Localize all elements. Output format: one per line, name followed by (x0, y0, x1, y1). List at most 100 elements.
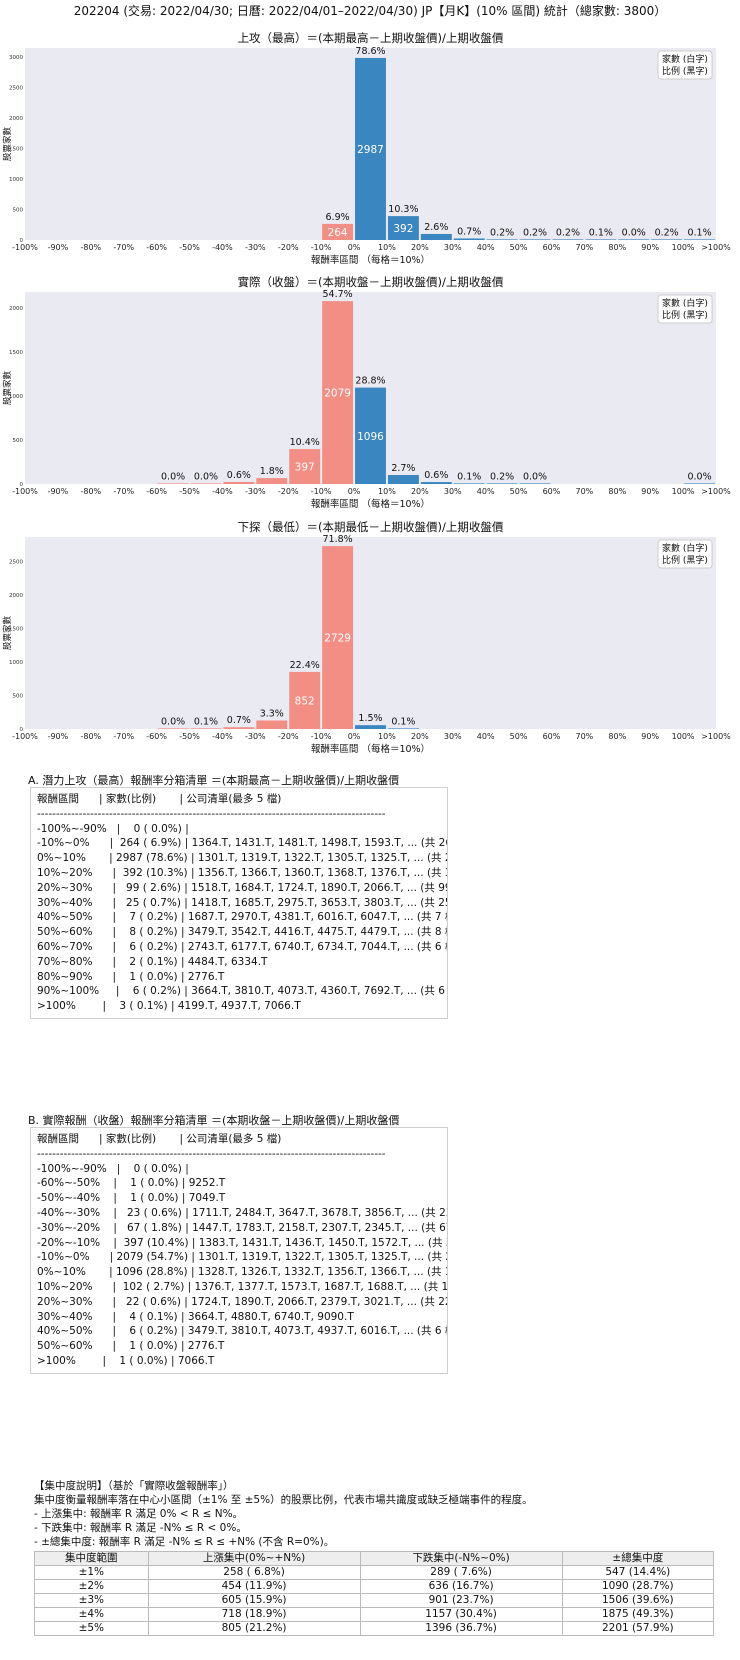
y-tick-label: 0 (20, 238, 24, 244)
bar (355, 57, 386, 240)
x-tick-label: -60% (146, 243, 167, 252)
bar-count-label: 264 (328, 227, 348, 239)
y-tick-label: 1000 (9, 177, 23, 183)
x-tick-label: 20% (411, 732, 429, 741)
legend-entry: 比例 (黑字) (662, 309, 708, 321)
bar (387, 216, 419, 240)
list-line: 20%~30% | 99 ( 2.6%) | 1518.T, 1684.T, 1… (37, 881, 448, 894)
list-line: 70%~80% | 2 ( 0.1%) | 4484.T, 6334.T (37, 955, 268, 968)
bar (289, 671, 321, 729)
bar (355, 387, 386, 484)
bar (453, 238, 485, 240)
bar-pct-label: 10.4% (290, 437, 320, 448)
section-a-title: A. 潛力上攻（最高）報酬率分箱清單 ＝(本期最高－上期收盤價)/上期收盤價 (28, 774, 400, 787)
list-line: 50%~60% | 1 ( 0.0%) | 2776.T (37, 1340, 225, 1353)
chart-actual-close: 實際（收盤）＝(本期收盤－上期收盤價)/上期收盤價 0 500 1000 1500 200… (2, 275, 731, 510)
x-tick-label: 90% (641, 243, 659, 252)
section-b-title: B. 實際報酬（收盤）報酬率分箱清單 ＝(本期收盤－上期收盤價)/上期收盤價 (28, 1114, 400, 1127)
y-tick-label: 3000 (9, 55, 23, 61)
list-line: 40%~50% | 6 ( 0.2%) | 3479.T, 3810.T, 40… (37, 1325, 448, 1338)
legend-box (657, 294, 713, 324)
table-row: ±5% 805 (21.2%) 1396 (36.7%) 2201 (57.9%… (34, 1621, 715, 1636)
bar-pct-label: 0.0% (687, 471, 711, 482)
concentration-line: - 上漲集中: 報酬率 R 滿足 0% < R ≤ N%。 (34, 1508, 244, 1520)
x-tick-label: 90% (641, 732, 659, 741)
chart-title: 上攻（最高）＝(本期最高－上期收盤價)/上期收盤價 (238, 31, 504, 45)
x-axis-label: 報酬率區間 （每格＝10%） (311, 743, 430, 755)
x-tick-label: 40% (477, 732, 495, 741)
table-cell: 2201 (57.9%) (561, 1621, 715, 1636)
table-cell: 1396 (36.7%) (359, 1621, 563, 1636)
x-tick-label: -10% (311, 243, 332, 252)
y-tick-label: 1500 (9, 147, 23, 153)
table-header: 上漲集中(0%~+N%) (147, 1551, 361, 1566)
table-cell: ±4% (34, 1607, 149, 1622)
y-tick-label: 1500 (9, 350, 23, 356)
section-b-list: 報酬區間 | 家數(比例) | 公司清單(最多 5 檔) ------------… (30, 1127, 448, 1374)
chart-downside-low: 下探（最低）＝(本期最低－上期收盤價)/上期收盤價 0 500 1000 1500 200… (2, 520, 731, 755)
y-tick-label: 0 (20, 482, 24, 488)
bar-pct-label: 71.8% (323, 534, 353, 545)
list-line: -30%~-20% | 67 ( 1.8%) | 1447.T, 1783.T,… (37, 1221, 448, 1234)
x-tick-label: 60% (543, 243, 561, 252)
bar (684, 483, 715, 484)
bar (519, 239, 551, 240)
bar (420, 233, 452, 240)
table-cell: 1506 (39.6%) (561, 1593, 715, 1608)
bar-pct-label: 0.2% (490, 227, 514, 238)
x-tick-label: 30% (444, 243, 462, 252)
bar-pct-label: 0.6% (227, 470, 251, 481)
concentration-line: - 下跌集中: 報酬率 R 滿足 -N% ≤ R < 0%。 (34, 1522, 247, 1534)
list-line: 10%~20% | 392 (10.3%) | 1356.T, 1366.T, … (37, 866, 448, 879)
x-tick-label: >100% (701, 243, 731, 252)
x-tick-label: -90% (48, 243, 69, 252)
y-tick-label: 1000 (9, 394, 23, 400)
bar (322, 301, 354, 484)
bar-pct-label: 0.2% (523, 227, 547, 238)
table-cell: 547 (14.4%) (561, 1565, 715, 1580)
bar-pct-label: 0.7% (227, 715, 251, 726)
bar-count-label: 2987 (357, 144, 384, 156)
x-tick-label: -90% (48, 487, 69, 496)
y-tick-label: 1500 (9, 626, 23, 632)
y-axis-label: 股票家數 (2, 371, 13, 406)
x-tick-label: -60% (146, 732, 167, 741)
bar (519, 483, 551, 484)
table-cell: ±3% (34, 1593, 149, 1608)
bar-pct-label: 0.2% (556, 227, 580, 238)
bar (289, 449, 321, 484)
table-cell: 454 (11.9%) (147, 1579, 361, 1594)
list-line: -100%~-90% | 0 ( 0.0%) | (37, 822, 189, 835)
y-tick-label: 1000 (9, 660, 23, 666)
legend-box (657, 50, 713, 80)
table-cell: 605 (15.9%) (147, 1593, 361, 1608)
x-axis-label: 報酬率區間 （每格＝10%） (311, 498, 430, 510)
x-tick-label: -10% (311, 487, 332, 496)
table-row: ±1% 258 ( 6.8%) 289 ( 7.6%) 547 (14.4%) (34, 1565, 715, 1580)
x-tick-label: 70% (575, 243, 593, 252)
list-line: ----------------------------------------… (37, 1147, 386, 1160)
bar-count-label: 2729 (324, 633, 351, 645)
x-tick-label: 0% (348, 487, 361, 496)
legend-entry: 比例 (黑字) (662, 554, 708, 566)
legend-entry: 家數 (白字) (662, 542, 708, 554)
table-cell: ±1% (34, 1565, 149, 1580)
x-tick-label: 10% (378, 732, 396, 741)
list-line: -20%~-10% | 397 (10.4%) | 1383.T, 1431.T… (37, 1236, 448, 1249)
table-cell: 805 (21.2%) (147, 1621, 361, 1636)
bar (256, 478, 288, 484)
table-cell: 901 (23.7%) (359, 1593, 563, 1608)
table-cell: 289 ( 7.6%) (359, 1565, 563, 1580)
list-line: -10%~0% | 2079 (54.7%) | 1301.T, 1319.T,… (37, 1251, 448, 1264)
x-tick-label: -80% (80, 732, 101, 741)
bar-pct-label: 2.7% (391, 463, 415, 474)
x-tick-label: 70% (575, 732, 593, 741)
x-tick-label: -30% (245, 243, 266, 252)
bar-count-label: 392 (393, 223, 413, 235)
bar-pct-label: 10.3% (388, 204, 418, 215)
list-line: 0%~10% | 1096 (28.8%) | 1328.T, 1326.T, … (37, 1266, 448, 1279)
legend-entry: 家數 (白字) (662, 297, 708, 309)
bar-pct-label: 0.0% (194, 471, 218, 482)
list-line: 30%~40% | 4 ( 0.1%) | 3664.T, 4880.T, 67… (37, 1310, 354, 1323)
bar-pct-label: 0.6% (424, 470, 448, 481)
